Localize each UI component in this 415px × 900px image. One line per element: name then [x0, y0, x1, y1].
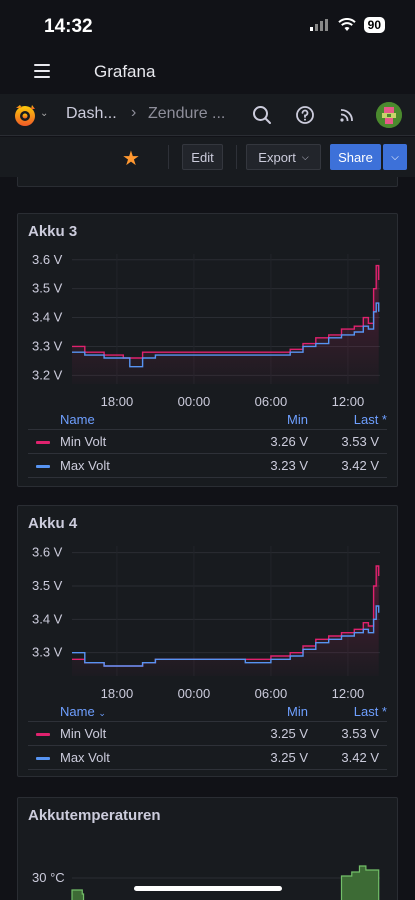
x-tick-label: 06:00 — [255, 394, 288, 409]
legend-min-value: 3.25 V — [270, 726, 308, 741]
series-color-swatch — [36, 441, 50, 444]
legend-header: Name Min Last * — [28, 410, 387, 430]
legend-header-last[interactable]: Last * — [353, 704, 387, 719]
legend-header-name-label: Name — [60, 704, 95, 719]
legend-header-last[interactable]: Last * — [353, 412, 387, 427]
legend-min-value: 3.26 V — [270, 434, 308, 449]
legend-last-value: 3.42 V — [341, 458, 379, 473]
x-tick-label: 00:00 — [178, 686, 211, 701]
panel-previous — [17, 177, 398, 187]
y-tick-label: 3.6 V — [32, 545, 63, 560]
chevron-down-icon: ⌵ — [391, 151, 399, 163]
sort-descending-icon: ⌄ — [98, 708, 106, 718]
x-tick-label: 06:00 — [255, 686, 288, 701]
legend-header-min[interactable]: Min — [287, 704, 308, 719]
temperature-series-area[interactable] — [71, 889, 85, 900]
x-tick-label: 12:00 — [332, 686, 365, 701]
x-tick-label: 00:00 — [178, 394, 211, 409]
panel-title: Akkutemperaturen — [28, 807, 161, 824]
y-tick-label: 3.3 V — [32, 338, 63, 353]
series-color-swatch — [36, 733, 50, 736]
legend-row-max-volt[interactable]: Max Volt 3.23 V 3.42 V — [28, 454, 387, 478]
y-tick-label: 3.2 V — [32, 367, 63, 382]
status-time: 14:32 — [44, 16, 93, 37]
legend-min-value: 3.25 V — [270, 750, 308, 765]
panel-akkutemperaturen[interactable]: Akkutemperaturen 30 °C — [17, 797, 398, 900]
share-button[interactable]: Share — [330, 144, 381, 170]
legend-series-name: Max Volt — [60, 750, 110, 765]
breadcrumb-separator: › — [131, 104, 137, 121]
y-tick-label: 3.3 V — [32, 645, 63, 660]
legend-header-name[interactable]: Name ⌄ — [60, 704, 106, 719]
legend-row-max-volt[interactable]: Max Volt 3.25 V 3.42 V — [28, 746, 387, 770]
toolbar-divider — [236, 145, 237, 169]
series-color-swatch — [36, 465, 50, 468]
chevron-down-icon[interactable]: ⌄ — [40, 108, 49, 119]
breadcrumb-dashboards[interactable]: Dash... — [66, 105, 117, 122]
cellular-signal-icon — [309, 19, 328, 31]
temperature-chart[interactable]: 30 °C — [18, 798, 399, 900]
x-tick-label: 18:00 — [101, 394, 134, 409]
battery-indicator: 90 — [363, 17, 385, 33]
legend-series-name: Max Volt — [60, 458, 110, 473]
temperature-series-area[interactable] — [340, 865, 380, 900]
toolbar-divider — [168, 145, 169, 169]
export-button[interactable]: Export ⌵ — [246, 144, 321, 170]
legend-last-value: 3.42 V — [341, 750, 379, 765]
y-tick-label: 3.6 V — [32, 252, 63, 267]
series-area-min-volt — [72, 265, 379, 384]
panel-akku-4[interactable]: Akku 4 3.6 V 3.5 V 3.4 V 3.3 V 18:00 00:00 06:… — [17, 505, 398, 777]
grafana-logo-icon[interactable] — [12, 102, 38, 128]
series-area-min-volt — [72, 566, 379, 676]
user-avatar[interactable] — [376, 102, 402, 128]
y-tick-label: 3.5 V — [32, 578, 63, 593]
voltage-chart-akku-4[interactable]: 3.6 V 3.5 V 3.4 V 3.3 V 18:00 00:00 06:00 12:00 — [18, 506, 399, 706]
y-tick-label: 3.4 V — [32, 611, 63, 626]
status-icons: 90 — [309, 17, 385, 33]
help-icon[interactable] — [294, 104, 316, 126]
series-line-max-volt[interactable] — [72, 302, 380, 368]
app-title: Grafana — [94, 62, 156, 81]
y-tick-label: 3.5 V — [32, 281, 63, 296]
y-tick-label: 3.4 V — [32, 310, 63, 325]
legend-header: Name ⌄ Min Last * — [28, 702, 387, 722]
legend-series-name: Min Volt — [60, 434, 107, 449]
legend-header-name[interactable]: Name — [60, 412, 95, 427]
share-dropdown-button[interactable]: ⌵ — [383, 144, 407, 170]
search-icon[interactable] — [251, 104, 273, 126]
edit-button[interactable]: Edit — [182, 144, 223, 170]
legend-row-min-volt[interactable]: Min Volt 3.26 V 3.53 V — [28, 430, 387, 454]
series-color-swatch — [36, 757, 50, 760]
legend-last-value: 3.53 V — [341, 726, 379, 741]
wifi-icon — [337, 18, 356, 31]
breadcrumb-current-dashboard[interactable]: Zendure ... — [148, 105, 226, 122]
voltage-chart-akku-3[interactable]: 3.6 V 3.5 V 3.4 V 3.3 V 3.2 V 18:00 00:00 06:00… — [18, 214, 399, 414]
legend-min-value: 3.23 V — [270, 458, 308, 473]
panel-title: Akku 4 — [28, 515, 78, 532]
dashboard-toolbar: ★ Edit Export ⌵ Share ⌵ — [0, 137, 415, 177]
home-indicator — [134, 886, 282, 891]
chevron-down-icon: ⌵ — [301, 151, 309, 162]
y-tick-label: 30 °C — [32, 870, 65, 885]
status-bar: 14:32 90 — [0, 0, 415, 50]
panel-title: Akku 3 — [28, 223, 78, 240]
legend-row-min-volt[interactable]: Min Volt 3.25 V 3.53 V — [28, 722, 387, 746]
series-line-max-volt[interactable] — [72, 605, 380, 667]
dashboard-content[interactable]: Akku 3 3.6 V 3.5 V 3.4 V 3.3 V 3.2 V 18:00 00:… — [0, 177, 415, 900]
rss-feed-icon[interactable] — [336, 104, 358, 126]
export-button-label: Export — [258, 149, 296, 165]
app-bar: Grafana — [0, 50, 415, 94]
legend-series-name: Min Volt — [60, 726, 107, 741]
star-icon[interactable]: ★ — [122, 148, 140, 170]
legend-header-min[interactable]: Min — [287, 412, 308, 427]
x-tick-label: 12:00 — [332, 394, 365, 409]
legend-last-value: 3.53 V — [341, 434, 379, 449]
nav-bar: ⌄ Dash... › Zendure ... — [0, 94, 415, 136]
x-tick-label: 18:00 — [101, 686, 134, 701]
panel-akku-3[interactable]: Akku 3 3.6 V 3.5 V 3.4 V 3.3 V 3.2 V 18:00 00:… — [17, 213, 398, 487]
menu-icon[interactable] — [34, 64, 50, 82]
